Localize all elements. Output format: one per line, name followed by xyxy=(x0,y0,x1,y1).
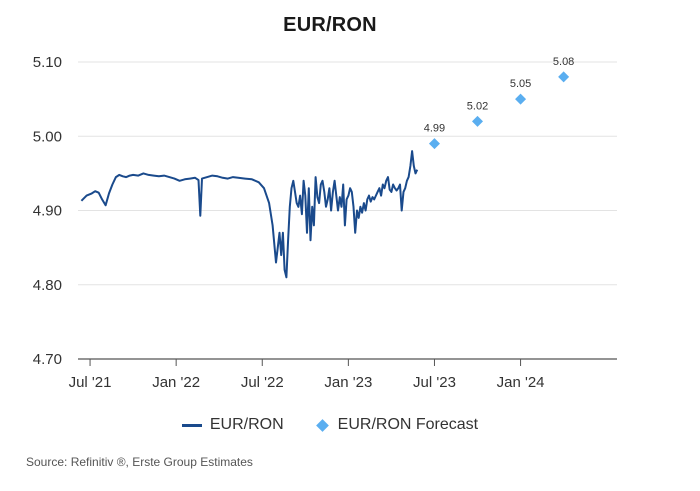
y-tick-label: 5.00 xyxy=(33,128,62,145)
forecast-point xyxy=(515,93,527,105)
chart-title: EUR/RON xyxy=(283,14,377,36)
forecast-data-label: 5.02 xyxy=(467,100,488,112)
forecast-point xyxy=(472,115,484,127)
legend-diamond-swatch xyxy=(315,418,329,432)
legend-label-forecast: EUR/RON Forecast xyxy=(337,416,479,433)
x-tick-label: Jan '22 xyxy=(152,374,200,391)
x-tick-label: Jan '23 xyxy=(324,374,372,391)
legend-item-eur-ron[interactable]: EUR/RON xyxy=(181,416,284,434)
legend-line-swatch xyxy=(181,423,202,427)
forecast-point xyxy=(428,138,440,150)
y-tick-label: 4.90 xyxy=(33,203,62,220)
y-tick-label: 4.70 xyxy=(33,351,62,368)
y-tick-label: 5.10 xyxy=(33,54,62,71)
legend-label-eur-ron: EUR/RON xyxy=(209,416,284,433)
source-note: Source: Refinitiv ®, Erste Group Estimat… xyxy=(26,455,253,469)
x-tick-label: Jan '24 xyxy=(497,374,545,391)
x-tick-label: Jul '23 xyxy=(413,374,456,391)
x-tick-label: Jul '22 xyxy=(241,374,284,391)
forecast-data-label: 5.05 xyxy=(510,78,531,90)
series-line-eur-ron xyxy=(80,150,419,279)
forecast-data-label: 4.99 xyxy=(424,123,445,135)
legend: EUR/RON EUR/RON Forecast xyxy=(0,416,660,434)
forecast-point xyxy=(558,71,570,83)
y-tick-label: 4.80 xyxy=(33,277,62,294)
forecast-data-label: 5.08 xyxy=(553,56,574,68)
legend-item-forecast[interactable]: EUR/RON Forecast xyxy=(315,416,479,434)
x-tick-label: Jul '21 xyxy=(69,374,112,391)
